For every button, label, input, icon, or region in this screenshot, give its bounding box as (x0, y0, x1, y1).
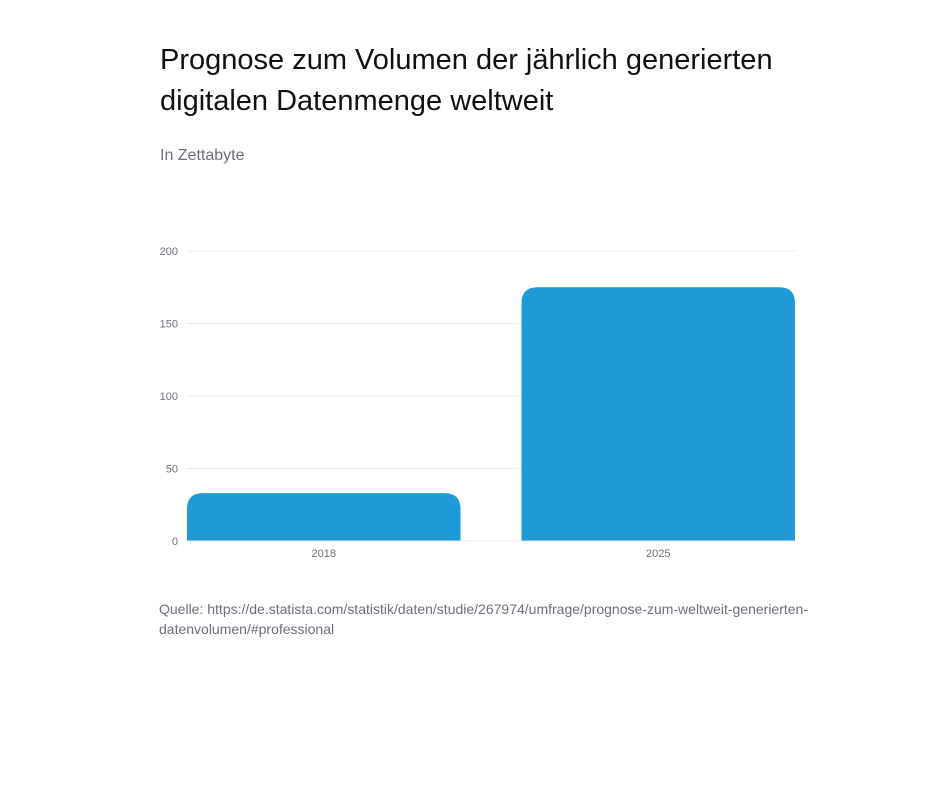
x-tick-label: 2018 (312, 548, 336, 560)
y-axis-ticks: 0 50 100 150 200 (160, 246, 178, 548)
x-tick-label: 2025 (646, 548, 670, 560)
bar-2018 (187, 493, 461, 541)
chart-subtitle: In Zettabyte (160, 147, 245, 164)
x-axis-ticks: 2018 2025 (312, 548, 671, 560)
y-tick-label: 150 (160, 319, 178, 331)
y-tick-label: 0 (172, 536, 178, 548)
y-tick-label: 100 (160, 391, 178, 403)
bar-2025 (521, 287, 795, 541)
y-tick-label: 50 (166, 464, 178, 476)
chart-title: Prognose zum Volumen der jährlich generi… (160, 44, 773, 117)
bars (187, 287, 795, 541)
source-note: Quelle: https://de.statista.com/statisti… (159, 601, 808, 637)
y-tick-label: 200 (160, 246, 178, 258)
